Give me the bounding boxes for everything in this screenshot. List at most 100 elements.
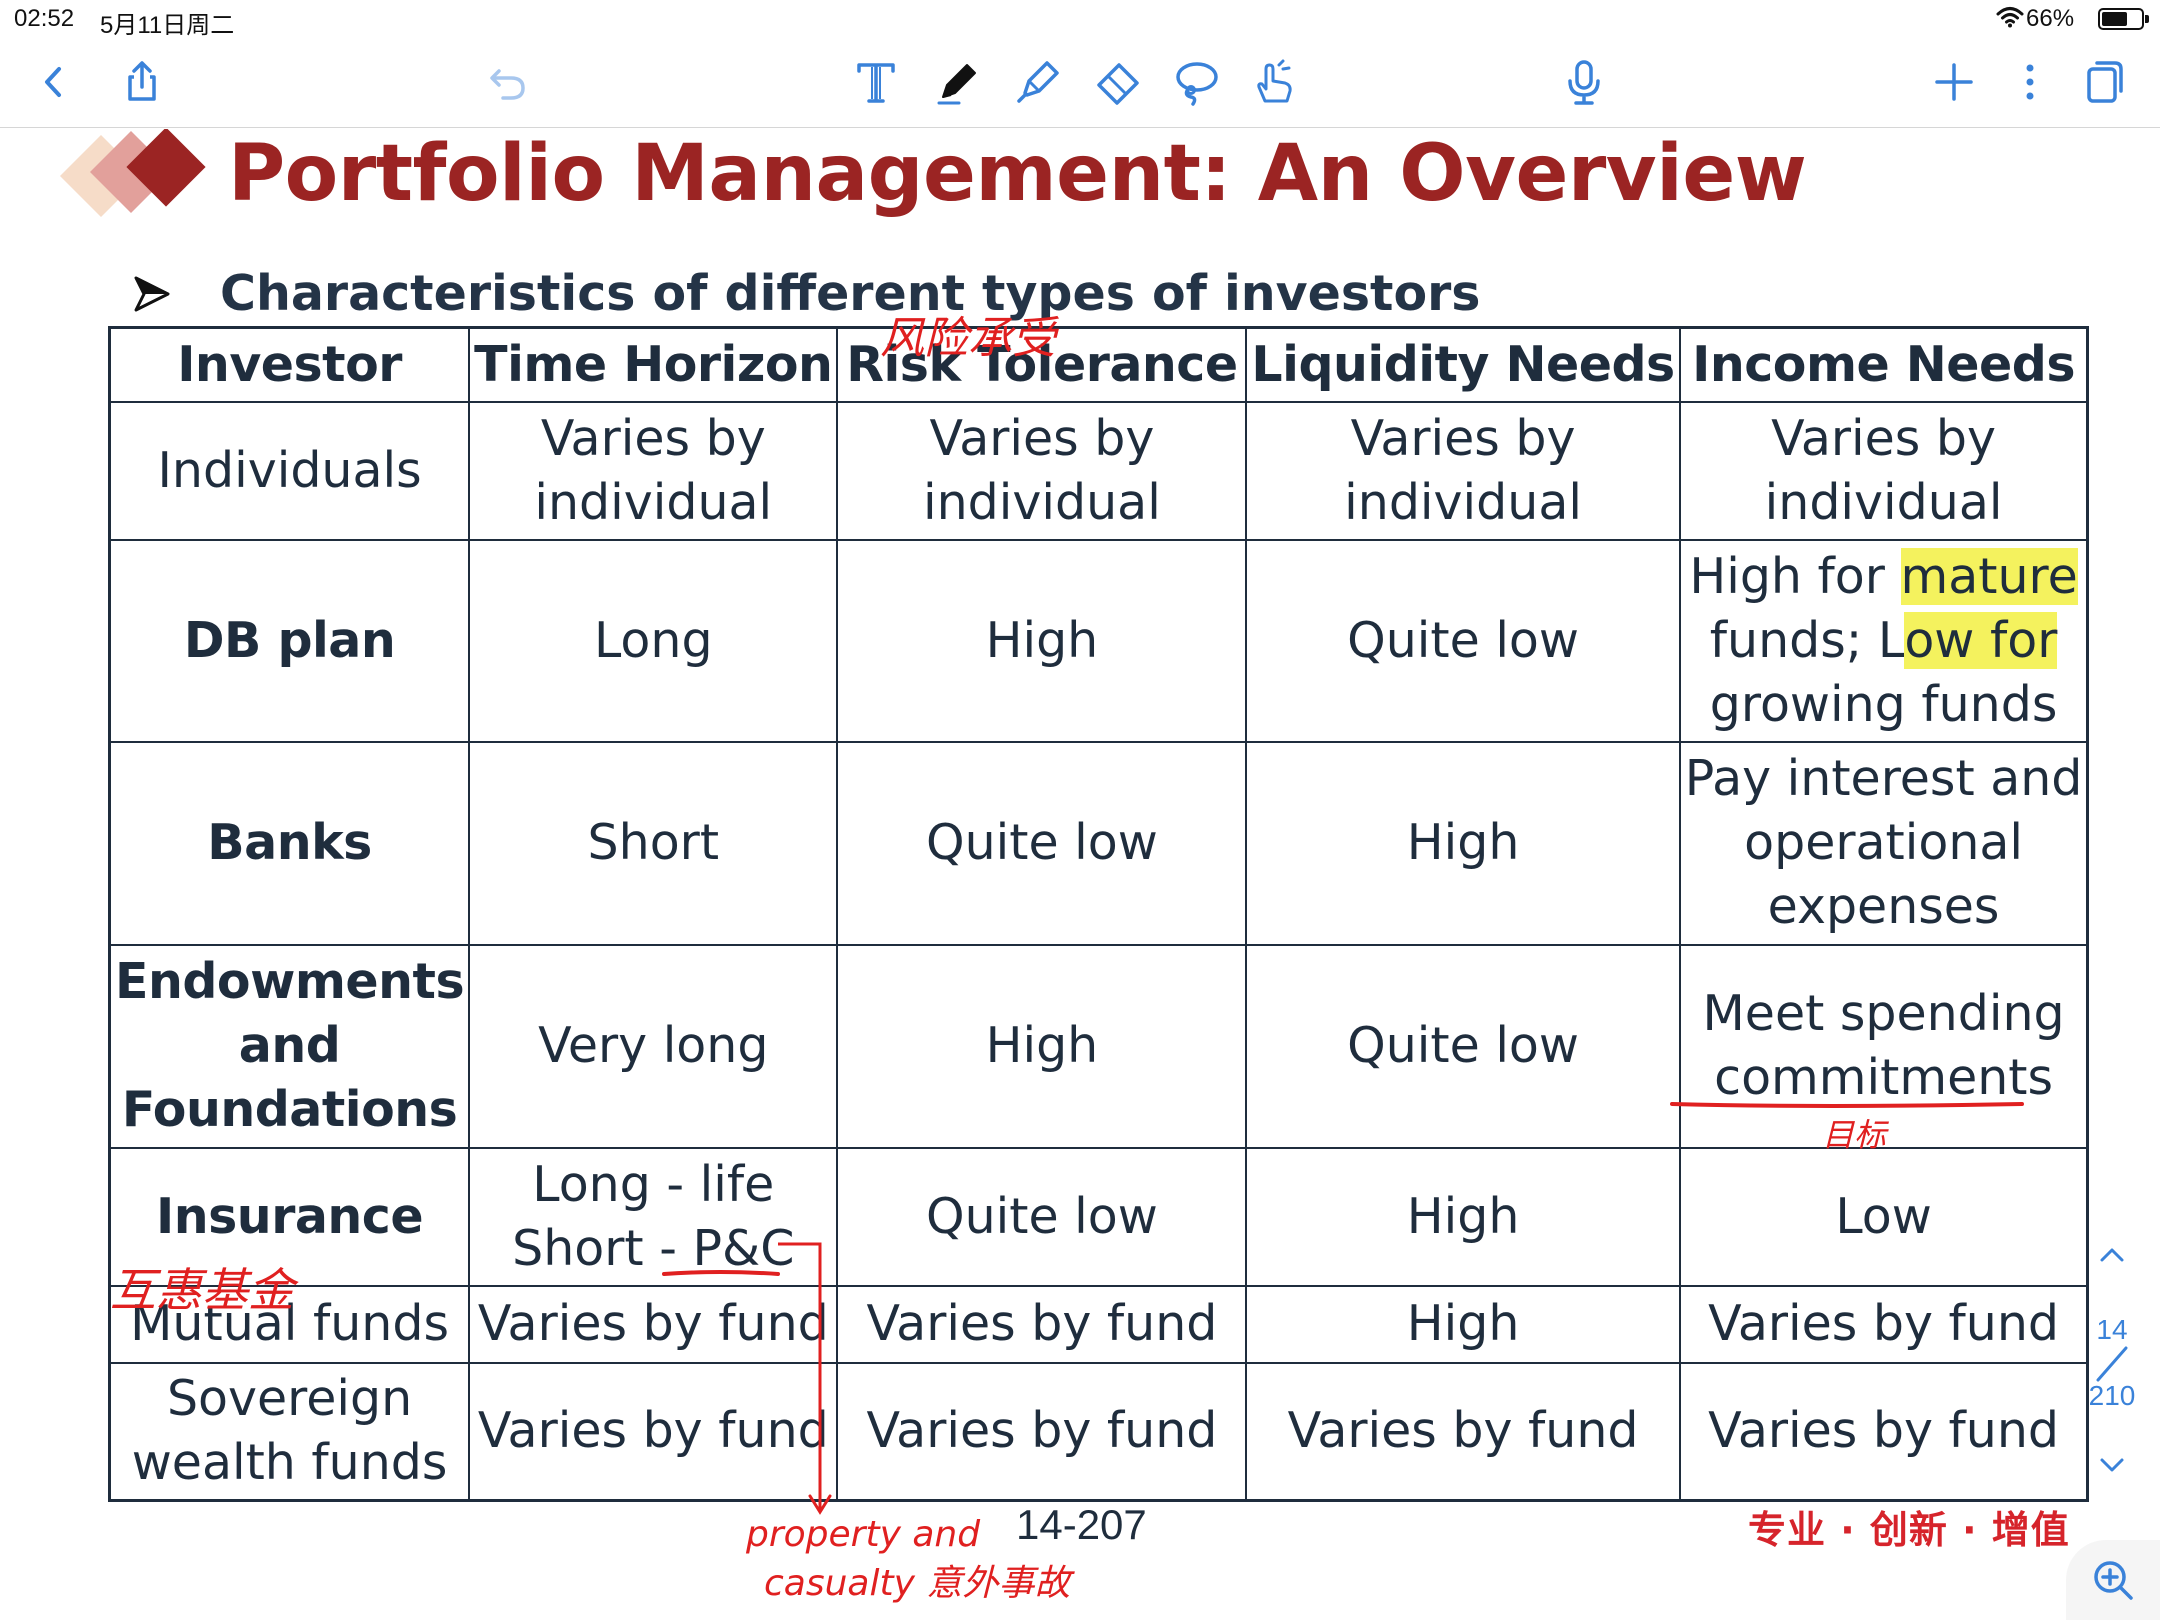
microphone-icon (1568, 60, 1600, 105)
pen-icon (937, 64, 976, 105)
eraser-icon (1097, 63, 1139, 105)
table-cell: High (836, 538, 1248, 743)
table-row: Sovereign wealth funds Varies by fund Var… (108, 1361, 2089, 1502)
slide: Portfolio Management: An Overview Charac… (0, 129, 2160, 1620)
table-cell: High (1245, 740, 1681, 946)
table-header-row: Investor Time Horizon Risk Tolerance Liq… (108, 326, 2089, 403)
investor-cell: Sovereign wealth funds (108, 1361, 471, 1502)
diamond-logo (59, 129, 206, 218)
table-row: Endowments and Foundations Very long High … (108, 943, 2089, 1149)
status-date: 5月11日周二 (100, 12, 235, 39)
table-cell: Quite low (1245, 943, 1681, 1149)
annotation-mutual-funds: 互惠基金 (110, 1263, 294, 1317)
zoom-in-icon (2094, 1561, 2133, 1600)
annotation-pc-line2: casualty 意外事故 (764, 1563, 1071, 1604)
back-button[interactable] (26, 54, 82, 110)
highlighter-tool-button[interactable] (1010, 54, 1066, 110)
table-cell: Varies by individual (1245, 400, 1681, 541)
investor-cell: Insurance (108, 1146, 471, 1287)
annotation-risk-tolerance: 风险承受 (880, 313, 1056, 364)
undo-icon (490, 69, 525, 100)
investor-cell: DB plan (108, 538, 471, 743)
table-cell: Varies by individual (836, 400, 1248, 541)
highlighter-icon (1017, 61, 1059, 103)
lasso-icon (1176, 62, 1218, 106)
table-cell: High (836, 943, 1248, 1149)
table-cell: Quite low (1245, 538, 1681, 743)
pages-icon (2087, 61, 2123, 103)
table-cell: Varies by individual (468, 400, 839, 541)
back-icon (45, 67, 61, 97)
arrow-bullet-icon (134, 276, 170, 311)
table-cell: Quite low (836, 740, 1248, 946)
more-icon (2026, 64, 2034, 100)
table-cell: Varies by fund (468, 1284, 839, 1364)
share-icon (128, 61, 156, 101)
table-cell: Quite low (836, 1146, 1248, 1287)
highlight-mark: mature (1900, 547, 2078, 605)
text-tool-icon (857, 63, 895, 103)
table-row: Individuals Varies by individual Varies b… (108, 400, 2089, 541)
table-cell: Very long (468, 943, 839, 1149)
table-row: Banks Short Quite low High Pay interest … (108, 740, 2089, 946)
table-cell: Short (468, 740, 839, 946)
table-cell: Low (1678, 1146, 2089, 1287)
table-cell: Pay interest and operational expenses (1678, 740, 2089, 946)
investor-cell: Individuals (108, 400, 471, 541)
record-audio-button[interactable] (1556, 54, 1612, 110)
slogan: 专业 · 创新 · 增值 (1748, 1508, 2070, 1552)
chevron-down-icon[interactable] (2094, 1450, 2130, 1480)
header-risk-tolerance: Risk Tolerance (836, 326, 1248, 403)
investor-cell: Endowments and Foundations (108, 943, 471, 1149)
investor-cell: Mutual funds (108, 1284, 471, 1364)
highlight-mark: ow for (1904, 611, 2058, 669)
table-cell: Varies by fund (468, 1361, 839, 1502)
status-bar: 02:52 5月11日周二 66% (0, 0, 2160, 39)
table-cell: Varies by fund (1245, 1361, 1681, 1502)
page-separator (2096, 1346, 2128, 1382)
toolbar (0, 36, 2160, 128)
table-cell: Varies by fund (1678, 1361, 2089, 1502)
table-cell: Long (468, 538, 839, 743)
pages-button[interactable] (2076, 54, 2132, 110)
add-page-button[interactable] (1926, 54, 1982, 110)
slide-subtitle: Characteristics of different types of in… (132, 265, 1480, 322)
zoom-button[interactable] (2066, 1540, 2160, 1620)
investor-cell: Banks (108, 740, 471, 946)
subtitle-text: Characteristics of different types of in… (220, 265, 1481, 322)
table-cell: Varies by fund (1678, 1284, 2089, 1364)
table-row: DB plan Long High Quite low High for mat… (108, 538, 2089, 743)
header-investor: Investor (108, 326, 471, 403)
text-tool-button[interactable] (848, 54, 904, 110)
total-pages: 210 (2088, 1380, 2136, 1411)
status-time: 02:52 (14, 5, 75, 32)
slide-title: Portfolio Management: An Overview (228, 129, 1807, 219)
undo-button[interactable] (480, 54, 536, 110)
battery-percent: 66% (2026, 5, 2075, 32)
battery-fill (2102, 12, 2128, 26)
pointer-tool-button[interactable] (1246, 54, 1302, 110)
slide-page-label: 14-207 (1016, 1501, 1147, 1548)
investor-table: Investor Time Horizon Risk Tolerance Liq… (108, 326, 2090, 1502)
annotation-commitments: 目标 (1822, 1116, 1887, 1154)
hand-pointer-icon (1257, 59, 1292, 103)
header-time-horizon: Time Horizon (468, 326, 839, 403)
more-button[interactable] (2002, 54, 2058, 110)
header-income-needs: Income Needs (1678, 326, 2089, 403)
header-liquidity-needs: Liquidity Needs (1245, 326, 1681, 403)
table-cell: Meet spending commitments (1678, 943, 2089, 1149)
table-cell: Varies by individual (1678, 400, 2089, 541)
table-cell: Varies by fund (836, 1361, 1248, 1502)
wifi-icon (1996, 7, 2024, 28)
chevron-up-icon[interactable] (2094, 1240, 2130, 1270)
annotation-pc-line1: property and (746, 1514, 981, 1555)
table-cell: Long - life Short - P&C (468, 1146, 839, 1287)
table-cell: High (1245, 1284, 1681, 1364)
table-row: Mutual funds Varies by fund Varies by fu… (108, 1284, 2089, 1364)
eraser-tool-button[interactable] (1090, 54, 1146, 110)
share-button[interactable] (114, 54, 170, 110)
pen-tool-button[interactable] (930, 54, 986, 110)
lasso-tool-button[interactable] (1168, 54, 1224, 110)
current-page: 14 (2096, 1314, 2128, 1345)
table-cell: High for mature funds; Low for growing f… (1678, 538, 2089, 743)
